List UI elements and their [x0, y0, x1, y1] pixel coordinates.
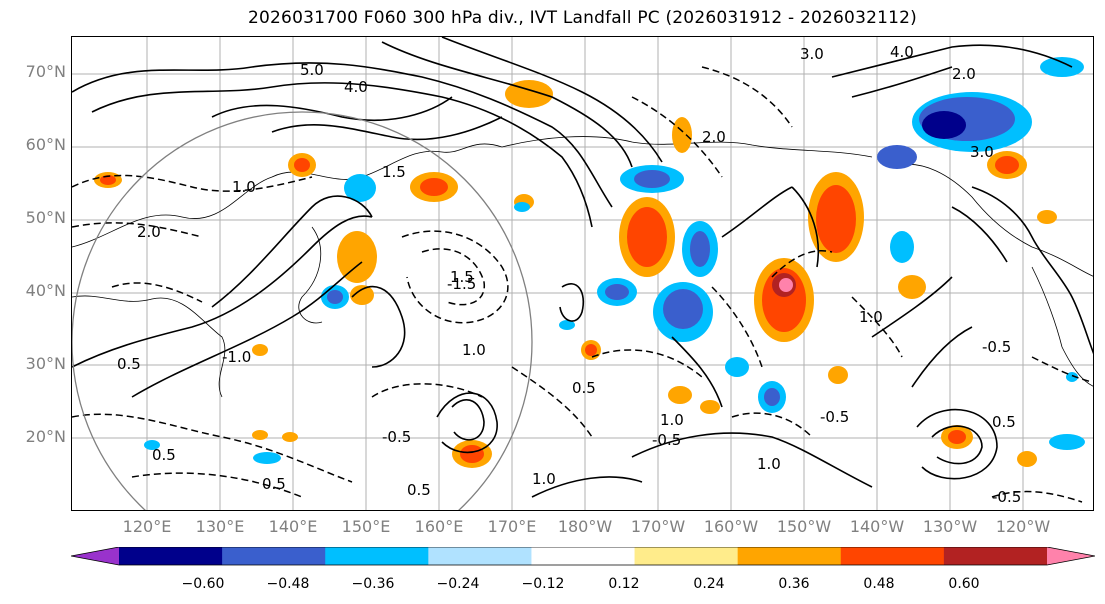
colorbar-tick: 0.12: [608, 576, 640, 592]
colorbar-outline: [71, 547, 1095, 566]
colorbar-tick: 0.36: [778, 576, 810, 592]
contour-label: 4.0: [890, 43, 914, 61]
colorbar-tick: −0.24: [436, 576, 480, 592]
colorbar-tick: 0.60: [948, 576, 980, 592]
contour-label: 2.0: [702, 128, 726, 146]
contour-label: 1.5: [450, 268, 474, 286]
contour-label: 3.0: [800, 45, 824, 63]
colorbar-segment: [737, 547, 842, 565]
lon-label: 180°W: [557, 517, 613, 536]
map-panel: 5.0 4.0 4.0 3.0 3.0 2.0 2.0 2.0 1.5 1.5 …: [71, 36, 1094, 511]
lat-label: 40°N: [25, 281, 66, 300]
contour-label: 0.5: [262, 475, 286, 493]
contour-label: 0.5: [572, 379, 596, 397]
contour-label: 2.0: [137, 223, 161, 241]
colorbar-tick: 0.24: [693, 576, 725, 592]
lon-label: 170°E: [487, 517, 537, 536]
contour-label: 3.0: [970, 143, 994, 161]
colorbar-tick: −0.60: [181, 576, 225, 592]
colorbar-segment: [325, 547, 429, 565]
lon-label: 140°E: [268, 517, 318, 536]
lon-label: 130°W: [922, 517, 978, 536]
colorbar-segment: [634, 547, 739, 565]
contour-label: 4.0: [344, 78, 368, 96]
contour-label: 1.0: [859, 308, 883, 326]
colorbar-segment: [222, 547, 326, 565]
lon-label: 150°W: [776, 517, 832, 536]
contour-label: -0.5: [982, 338, 1011, 356]
contour-label: 0.5: [152, 446, 176, 464]
lat-label: 20°N: [25, 427, 66, 446]
solid-contours: [72, 37, 1093, 498]
graticule: [72, 37, 1093, 510]
colorbar-segment: [943, 547, 1048, 565]
contour-label: 2.0: [952, 65, 976, 83]
colorbar-tick: 0.48: [863, 576, 895, 592]
contour-label: 1.0: [757, 455, 781, 473]
colorbar-segment: [119, 547, 223, 565]
contour-label: 0.5: [407, 481, 431, 499]
lon-label: 160°E: [414, 517, 464, 536]
contour-label: 1.0: [532, 470, 556, 488]
lon-label: 120°W: [995, 517, 1051, 536]
colorbar-segment: [71, 547, 119, 565]
contour-label: 5.0: [300, 61, 324, 79]
lon-label: 160°W: [703, 517, 759, 536]
map-title: 2026031700 F060 300 hPa div., IVT Landfa…: [248, 8, 917, 28]
lon-label: 130°E: [195, 517, 245, 536]
dashed-contours: [72, 66, 1093, 503]
contour-label: 1.0: [232, 178, 256, 196]
colorbar-segment: [428, 547, 532, 565]
lon-label: 140°W: [849, 517, 905, 536]
contour-label: 1.5: [382, 163, 406, 181]
contour-label: 1.0: [462, 341, 486, 359]
divergence-shading: [94, 57, 1085, 468]
lat-label: 60°N: [25, 135, 66, 154]
colorbar-segment: [531, 547, 636, 565]
lon-label: 120°E: [122, 517, 172, 536]
lon-label: 170°W: [630, 517, 686, 536]
colorbar-tick: −0.36: [351, 576, 395, 592]
range-circle: [72, 111, 533, 510]
colorbar-segment: [1047, 547, 1095, 565]
colorbar-tick: −0.12: [521, 576, 565, 592]
contour-label: -0.5: [382, 428, 411, 446]
contour-label: 1.0: [660, 411, 684, 429]
colorbar-tick: −0.48: [266, 576, 310, 592]
colorbar-segment: [840, 547, 945, 565]
contour-label: -1.0: [222, 348, 251, 366]
contour-label: -0.5: [820, 408, 849, 426]
contour-label: 0.5: [992, 413, 1016, 431]
colorbar: [71, 547, 1095, 566]
lat-label: 70°N: [25, 62, 66, 81]
lat-label: 50°N: [25, 208, 66, 227]
contour-label: 0.5: [117, 355, 141, 373]
contour-labels: 5.0 4.0 4.0 3.0 3.0 2.0 2.0 2.0 1.5 1.5 …: [117, 43, 1021, 506]
contour-label: -0.5: [992, 488, 1021, 506]
contour-label: -0.5: [652, 431, 681, 449]
contour-label: -1.5: [447, 275, 476, 293]
map-canvas: 5.0 4.0 4.0 3.0 3.0 2.0 2.0 2.0 1.5 1.5 …: [72, 37, 1093, 510]
lon-label: 150°E: [341, 517, 391, 536]
lat-label: 30°N: [25, 354, 66, 373]
